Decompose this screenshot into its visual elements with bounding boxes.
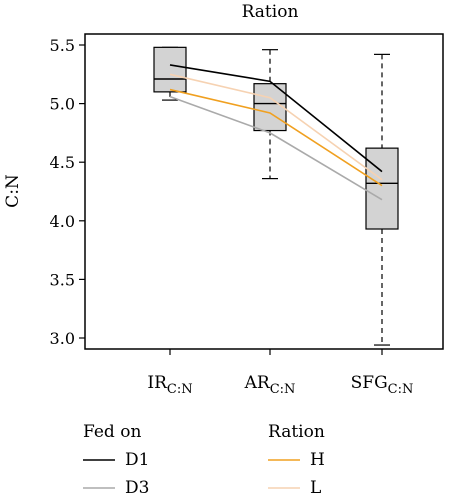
x-tick-label: SFGC:N	[351, 373, 414, 397]
legend-label: D3	[125, 478, 149, 498]
y-axis-label: C:N	[3, 174, 23, 208]
y-tick-label: 4.0	[50, 212, 75, 231]
series-line-h	[169, 88, 383, 187]
box	[153, 46, 187, 93]
plot-frame	[84, 33, 444, 350]
series-line-d1	[169, 64, 383, 173]
y-tick-label: 4.5	[50, 153, 75, 172]
legend-label: L	[310, 478, 321, 498]
series-line-d3	[169, 95, 383, 201]
y-tick-label: 5.0	[50, 95, 75, 114]
series-line-l	[169, 73, 383, 181]
legend-title: Fed on	[83, 422, 141, 442]
x-tick-label: ARC:N	[244, 373, 296, 397]
chart-title: Ration	[242, 2, 299, 22]
box	[253, 83, 287, 132]
y-tick-label: 3.5	[50, 270, 75, 289]
y-tick-label: 3.0	[50, 329, 75, 348]
legend-title: Ration	[268, 422, 325, 442]
legend-label: H	[310, 450, 325, 470]
x-tick-label: IRC:N	[147, 373, 192, 397]
box	[365, 147, 399, 230]
y-tick-label: 5.5	[50, 36, 75, 55]
legend-label: D1	[125, 450, 149, 470]
